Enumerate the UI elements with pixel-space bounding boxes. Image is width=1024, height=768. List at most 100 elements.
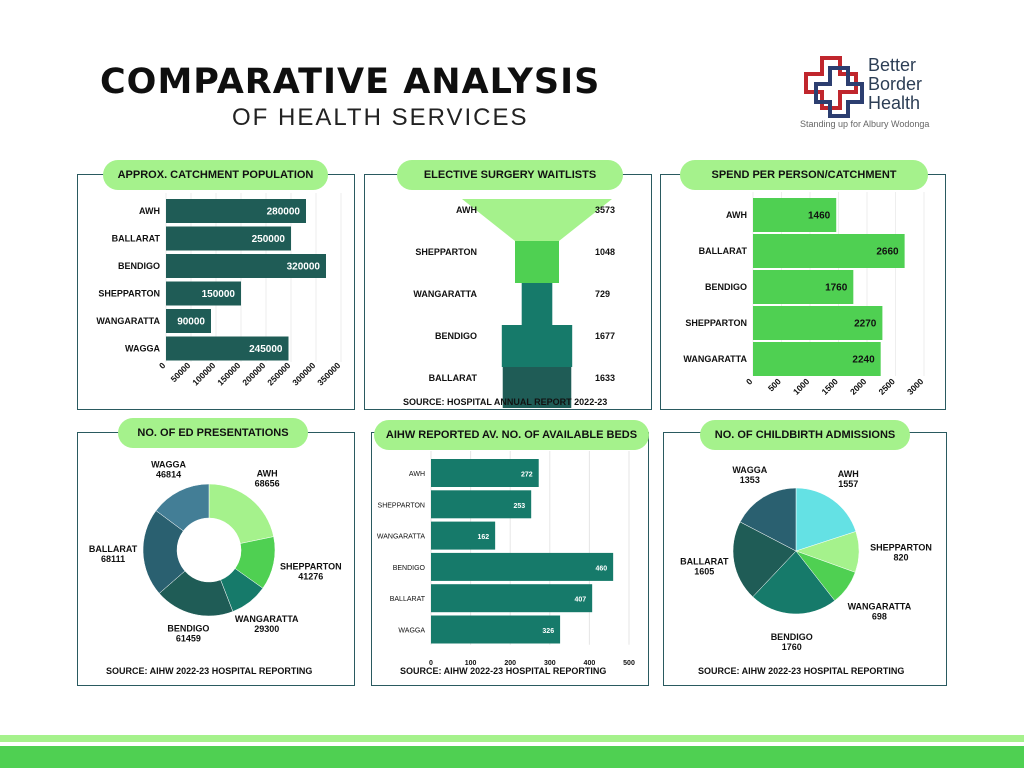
slice-value-label: 29300 xyxy=(254,624,279,634)
category-label: AWH xyxy=(456,205,477,215)
tick-label: 1500 xyxy=(819,376,840,397)
pie-slice xyxy=(752,550,836,615)
data-label: 280000 xyxy=(267,207,301,218)
slice-value-label: 1353 xyxy=(740,475,760,485)
tick-label: 400 xyxy=(584,660,596,667)
category-label: WAGGA xyxy=(398,628,425,635)
funnel-segment xyxy=(502,367,572,408)
slice-name-label: AWH xyxy=(838,469,859,479)
logo-line-3: Health xyxy=(868,93,921,113)
tick-label: 200000 xyxy=(240,360,267,387)
data-label: 1760 xyxy=(825,283,848,294)
data-label: 272 xyxy=(521,472,533,479)
ed-title: NO. OF ED PRESENTATIONS xyxy=(118,418,308,448)
slice-name-label: WAGGA xyxy=(151,460,186,470)
beds-source: SOURCE: AIHW 2022-23 HOSPITAL REPORTING xyxy=(400,666,607,676)
category-label: SHEPPARTON xyxy=(685,318,747,328)
category-label: SHEPPARTON xyxy=(98,289,160,299)
bar xyxy=(753,234,905,268)
data-label: 729 xyxy=(595,289,610,299)
tick-label: 100 xyxy=(465,660,477,667)
ed-panel: AWH 68656 SHEPPARTON 41276 WANGARATTA 29300 BE… xyxy=(77,432,355,686)
bar xyxy=(166,309,211,333)
pie-slice xyxy=(732,521,797,598)
category-label: WANGARATTA xyxy=(683,354,747,364)
tick-label: 0 xyxy=(429,660,433,667)
slice-value-label: 698 xyxy=(872,611,887,621)
page-subtitle: OF HEALTH SERVICES xyxy=(232,104,529,131)
data-label: 460 xyxy=(595,565,607,572)
tick-label: 350000 xyxy=(315,360,342,387)
slice-name-label: WANGARATTA xyxy=(848,601,912,611)
catchment-chart: AWH 280000 BALLARAT 250000 BENDIGO 320000 SHEP… xyxy=(96,193,343,387)
slice-name-label: WANGARATTA xyxy=(235,614,299,624)
beds-chart: AWH 272 SHEPPARTON 253 WANGARATTA 162 BENDIGO 4… xyxy=(377,451,635,667)
category-label: WANGARATTA xyxy=(377,534,425,541)
slice-name-label: BALLARAT xyxy=(89,544,138,554)
slice-value-label: 1760 xyxy=(782,642,802,652)
waitlists-panel: AWH 3573 SHEPPARTON 1048 WANGARATTA 729 BENDIG… xyxy=(364,174,652,410)
category-label: AWH xyxy=(726,210,747,220)
pie-slice xyxy=(208,483,274,544)
data-label: 150000 xyxy=(202,289,236,300)
data-label: 1677 xyxy=(595,331,615,341)
pie-slice xyxy=(739,487,797,552)
page-title: COMPARATIVE ANALYSIS xyxy=(100,62,601,102)
spend-panel: AWH 1460 BALLARAT 2660 BENDIGO 1760 SHEPPARTON… xyxy=(660,174,946,410)
data-label: 250000 xyxy=(252,234,286,245)
data-label: 253 xyxy=(514,503,526,510)
funnel-segment xyxy=(515,241,559,283)
tick-label: 300000 xyxy=(290,360,317,387)
bar xyxy=(166,226,291,251)
data-label: 1048 xyxy=(595,247,615,257)
better-border-health-logo-icon xyxy=(804,56,864,118)
tick-label: 150000 xyxy=(215,360,242,387)
category-label: BALLARAT xyxy=(390,596,426,603)
slice-name-label: AWH xyxy=(257,469,278,479)
data-label: 1460 xyxy=(808,211,831,222)
category-label: BENDIGO xyxy=(705,282,747,292)
tick-label: 100000 xyxy=(190,360,217,387)
catchment-title: APPROX. CATCHMENT POPULATION xyxy=(103,160,328,190)
bar xyxy=(431,615,561,644)
data-label: 326 xyxy=(542,628,554,635)
tick-label: 2500 xyxy=(876,376,897,397)
slice-name-label: BENDIGO xyxy=(771,632,813,642)
tick-label: 3000 xyxy=(905,376,926,397)
funnel-segment xyxy=(462,199,612,241)
slice-name-label: SHEPPARTON xyxy=(870,543,932,553)
bar xyxy=(753,270,854,304)
category-label: BALLARAT xyxy=(699,246,748,256)
tick-label: 50000 xyxy=(169,360,193,384)
logo-tagline: Standing up for Albury Wodonga xyxy=(800,119,930,129)
data-label: 90000 xyxy=(177,317,205,328)
funnel-segment xyxy=(501,325,573,367)
tick-label: 2000 xyxy=(848,376,869,397)
logo-wordmark: Better Border Health xyxy=(868,56,922,113)
bar xyxy=(166,336,289,361)
bar xyxy=(753,342,881,376)
spend-title: SPEND PER PERSON/CATCHMENT xyxy=(680,160,928,190)
data-label: 320000 xyxy=(287,262,321,273)
bar xyxy=(753,198,837,232)
slice-value-label: 41276 xyxy=(298,571,323,581)
pie-slice xyxy=(795,487,857,552)
beds-panel: AWH 272 SHEPPARTON 253 WANGARATTA 162 BENDIGO 4… xyxy=(371,432,649,686)
tick-label: 0 xyxy=(744,376,755,387)
bar xyxy=(431,459,539,487)
tick-label: 300 xyxy=(544,660,556,667)
childbirth-source: SOURCE: AIHW 2022-23 HOSPITAL REPORTING xyxy=(698,666,905,676)
tick-label: 500 xyxy=(623,660,635,667)
bar xyxy=(166,199,306,223)
data-label: 162 xyxy=(477,534,489,541)
data-label: 2270 xyxy=(854,319,877,330)
slice-value-label: 68656 xyxy=(255,479,280,489)
footer-stripe-light xyxy=(0,735,1024,742)
data-label: 2660 xyxy=(876,247,899,258)
bar xyxy=(431,584,593,613)
slice-value-label: 61459 xyxy=(176,633,201,643)
spend-chart: AWH 1460 BALLARAT 2660 BENDIGO 1760 SHEPPARTON… xyxy=(683,192,926,397)
footer-stripe-dark xyxy=(0,746,1024,768)
